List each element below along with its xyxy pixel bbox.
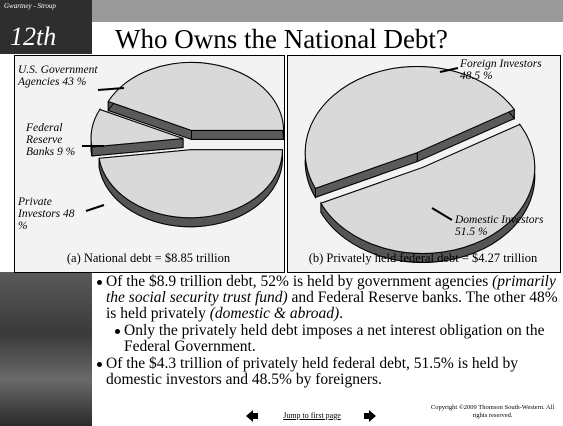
slice-label: Federal Reserve Banks 9 % [26, 122, 84, 158]
copyright: Copyright ©2009 Thomson South-Western. A… [425, 404, 560, 420]
value-label: 48.5 % [460, 70, 493, 82]
bullet-text: Only the privately held debt imposes a n… [124, 322, 545, 355]
chart-caption: (b) Privately held federal debt = $4.27 … [287, 251, 559, 266]
bullet-text: (domestic & abroad) [210, 305, 339, 322]
slice-label: Private Investors 48 % [18, 196, 86, 232]
slice-label: U.S. Government Agencies 43 % [18, 64, 118, 88]
slice-label: Foreign Investors 48.5 % [460, 58, 560, 82]
bullet: Of the $4.3 trillion of privately held f… [96, 356, 558, 388]
leader-line [86, 205, 104, 211]
bullet-list: Of the $8.9 trillion debt, 52% is held b… [96, 274, 558, 389]
slice [99, 150, 282, 227]
slide: Gwartney - Stroup 12th Who Owns the Nati… [0, 0, 563, 426]
nav-arrows [246, 410, 376, 422]
chart-caption: (a) National debt = $8.85 trillion [14, 251, 283, 266]
value-label: 43 % [62, 76, 86, 88]
bullet: Of the $8.9 trillion debt, 52% is held b… [96, 274, 558, 322]
slice-top [108, 62, 283, 130]
category-label: Domestic Investors [455, 214, 543, 226]
bullet-text: Of the $4.3 trillion of privately held f… [106, 355, 518, 388]
bullet-text: . [339, 305, 343, 322]
value-label: 51.5 % [455, 226, 488, 238]
slice-wall [192, 130, 284, 139]
bullet: Only the privately held debt imposes a n… [114, 323, 558, 355]
category-label: Foreign Investors [460, 58, 542, 70]
value-label: 9 % [57, 146, 75, 158]
arrow-right[interactable] [364, 410, 376, 422]
category-label: Private Investors [18, 196, 60, 220]
arrow-left[interactable] [246, 410, 258, 422]
bullet-text: Of the $8.9 trillion debt, 52% is held b… [106, 273, 492, 290]
slice-label: Domestic Investors 51.5 % [455, 214, 555, 238]
